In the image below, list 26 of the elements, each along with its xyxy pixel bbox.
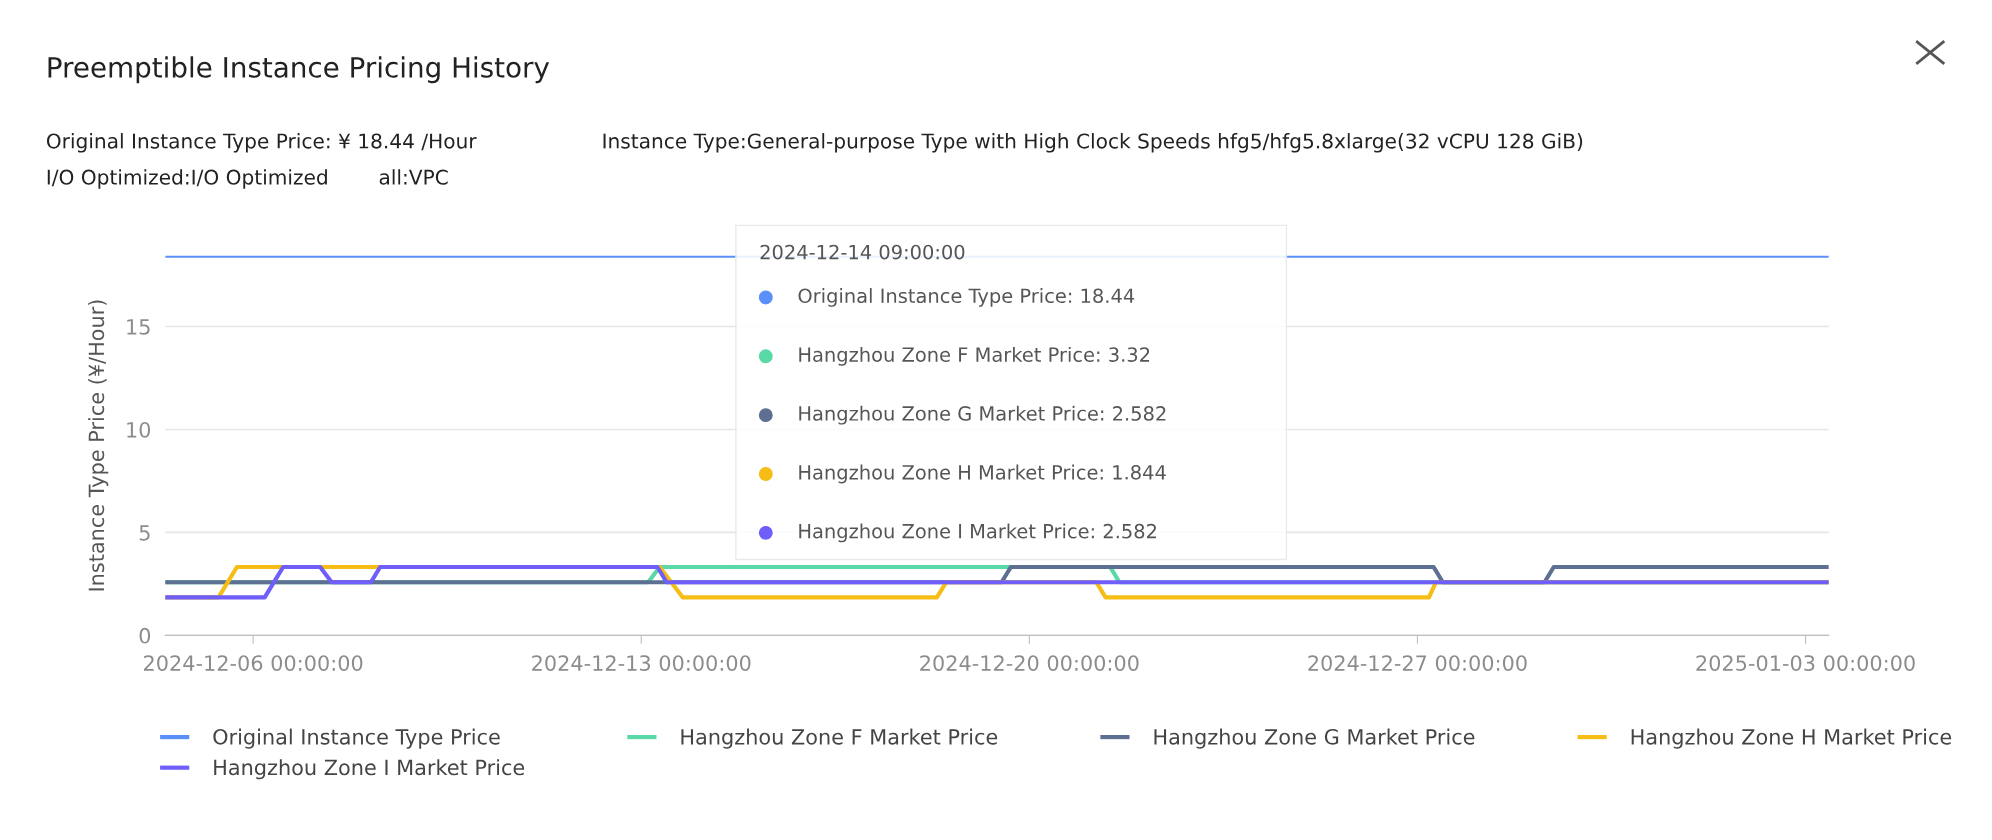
chart-title: Preemptible Instance Pricing History <box>48 56 550 84</box>
x-tick-label: 2024-12-20 00:00:00 <box>920 655 1139 671</box>
x-tick-label: 2024-12-13 00:00:00 <box>532 655 751 671</box>
text: Instance Type:General-purpose Type with High Clock Speeds hfg5/hfg5.8xlarge(32 vCPU 128 GiB) <box>603 133 1583 153</box>
legend-label: Hangzhou Zone F Market Price <box>681 728 998 749</box>
legend-label: Hangzhou Zone H Market Price <box>1631 728 1952 749</box>
y-axis-title: Instance Type Price (¥/Hour) <box>88 300 109 591</box>
annotation: Hangzhou Zone G Market Price: 2.582 <box>799 405 1166 425</box>
text: I/O Optimized:I/O Optimized <box>47 169 327 189</box>
legend-label: Original Instance Type Price <box>213 728 500 749</box>
legend-label: Hangzhou Zone I Market Price <box>214 759 525 780</box>
annotation: Hangzhou Zone I Market Price: 2.582 <box>799 523 1157 543</box>
x-tick-label: 2024-12-27 00:00:00 <box>1308 655 1527 671</box>
x-tick-label: 2025-01-03 00:00:00 <box>1696 655 1915 671</box>
annotation: 2024-12-14 09:00:00 <box>760 244 965 260</box>
legend-label: Hangzhou Zone G Market Price <box>1154 728 1475 749</box>
y-tick-label: 15 <box>127 319 150 335</box>
annotation: Hangzhou Zone H Market Price: 1.844 <box>799 464 1166 484</box>
y-tick-label: 10 <box>127 421 151 438</box>
y-tick-label: 0 <box>139 627 151 644</box>
annotation: Hangzhou Zone F Market Price: 3.32 <box>799 346 1150 366</box>
x-tick-label: 2024-12-06 00:00:00 <box>144 655 363 671</box>
annotation: Original Instance Type Price: 18.44 <box>798 288 1135 307</box>
text: Original Instance Type Price: ¥ 18.44 /Hour <box>46 133 477 153</box>
y-tick-label: 5 <box>139 525 150 541</box>
text: all:VPC <box>379 169 448 185</box>
